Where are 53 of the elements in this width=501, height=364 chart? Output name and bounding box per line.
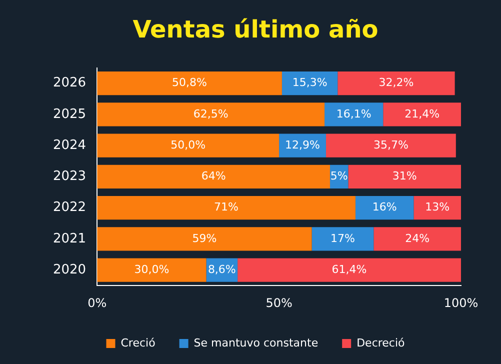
data-label: 21,4% [404,107,440,120]
data-label: 17% [330,232,355,245]
bar [97,134,280,158]
data-label: 31% [392,170,417,183]
bar [312,227,374,251]
y-tick-label: 2023 [52,169,86,184]
bar [374,227,461,251]
bar [97,164,330,189]
chart-title: Ventas último año [132,16,378,44]
bar [97,72,282,96]
bar [355,196,414,220]
bar [282,72,338,96]
data-label: 64% [201,170,226,183]
data-label: 12,9% [285,138,320,152]
x-tick-label: 100% [444,296,478,310]
data-label: 59% [192,232,217,245]
data-label: 71% [214,200,238,214]
data-label: 50,8% [172,76,207,90]
bar [414,196,461,220]
data-label: 16,1% [336,107,372,120]
y-tick-label: 2022 [52,200,86,216]
y-tick-label: 2026 [52,76,86,91]
data-label: 16% [372,200,397,214]
bar [324,102,384,126]
y-tick-label: 2024 [52,138,86,153]
y-tick-label: 2025 [52,106,86,122]
bar [326,134,456,158]
data-label: 30,0% [134,262,170,276]
y-tick-label: 2020 [52,262,86,278]
bar [238,258,461,282]
data-label: 32,2% [378,76,414,90]
bar [383,102,461,126]
bar [97,227,312,251]
legend-label: Se mantuvo constante [194,336,318,350]
x-tick-label: 50% [266,296,292,310]
legend-label: Creció [120,336,156,350]
x-tick-label: 0% [88,296,107,310]
data-label: 50,0% [170,138,206,152]
data-label: 24% [405,232,430,245]
bar [338,72,455,96]
data-label: 61,4% [332,262,367,276]
legend-label: Decreció [356,336,406,350]
bar [348,164,461,189]
data-label: 62,5% [193,107,228,120]
y-tick-label: 2021 [52,231,86,246]
bar [97,102,325,126]
bar [97,196,356,220]
bar [97,258,206,282]
data-label: 5% [330,170,348,183]
data-label: 8,6% [208,262,236,276]
data-label: 13% [425,200,450,214]
data-label: 35,7% [373,138,408,152]
data-label: 15,3% [292,76,328,90]
